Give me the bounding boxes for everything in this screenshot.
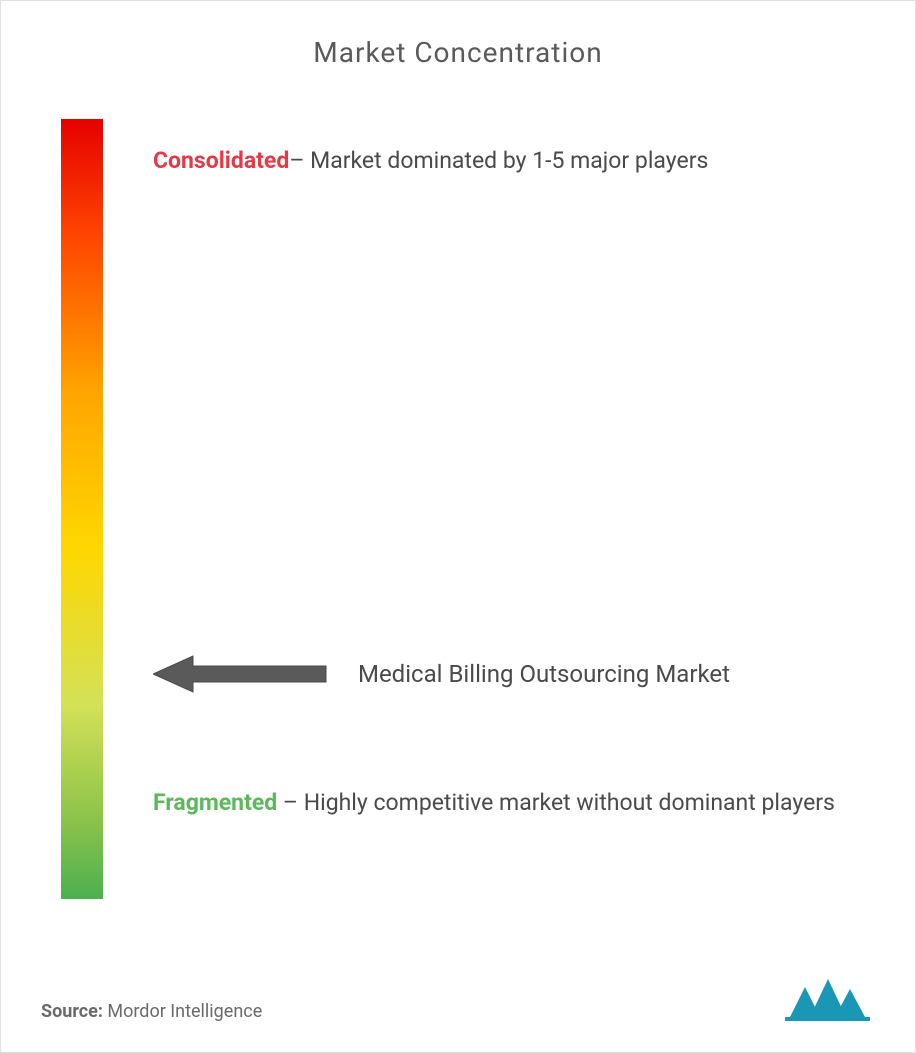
mordor-logo-icon xyxy=(785,967,875,1022)
market-marker-label: Medical Billing Outsourcing Market xyxy=(358,660,730,688)
source-label: Source: xyxy=(41,1001,103,1022)
fragmented-text: Fragmented – Highly competitive market w… xyxy=(153,779,845,827)
infographic-container: Market Concentration Consolidated– Marke… xyxy=(0,0,916,1053)
consolidated-label: Consolidated xyxy=(153,147,289,174)
chart-title: Market Concentration xyxy=(41,36,875,69)
fragmented-description: Fragmented – Highly competitive market w… xyxy=(153,779,845,827)
consolidated-rest: – Market dominated by 1-5 major players xyxy=(289,147,708,174)
consolidated-description: Consolidated– Market dominated by 1-5 ma… xyxy=(153,137,845,185)
market-marker-row: Medical Billing Outsourcing Market xyxy=(153,654,730,694)
footer: Source: Mordor Intelligence xyxy=(41,967,875,1022)
descriptions-area: Consolidated– Market dominated by 1-5 ma… xyxy=(103,119,875,899)
fragmented-label: Fragmented xyxy=(153,789,277,816)
consolidated-text: Consolidated– Market dominated by 1-5 ma… xyxy=(153,137,845,185)
fragmented-rest: – Highly competitive market without domi… xyxy=(277,789,835,816)
source-attribution: Source: Mordor Intelligence xyxy=(41,1001,262,1022)
arrow-icon xyxy=(153,654,328,694)
source-value: Mordor Intelligence xyxy=(103,1001,262,1022)
main-content: Consolidated– Market dominated by 1-5 ma… xyxy=(41,119,875,899)
concentration-gradient-bar xyxy=(61,119,103,899)
